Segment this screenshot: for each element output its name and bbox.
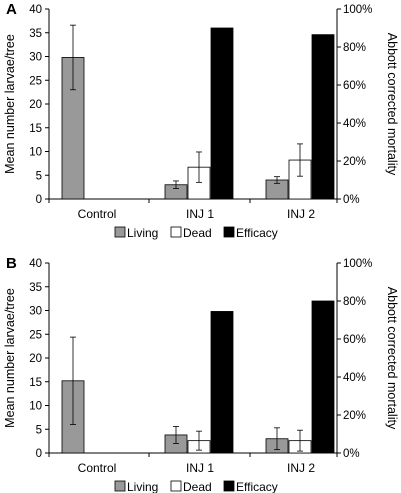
panel-label: A (6, 1, 17, 18)
x-tick-label: Control (78, 461, 117, 475)
y-tick-label: 25 (29, 329, 42, 341)
legend-swatch-living (114, 226, 126, 238)
y-tick-label: 25 (29, 75, 42, 87)
x-tick-label: INJ 2 (287, 461, 315, 475)
legend-label-efficacy: Efficacy (236, 226, 278, 240)
y-axis-title: Mean number larvae/tree (3, 34, 17, 174)
chart-panel-b: B 0 5 10 15 20 25 30 35 40 0% 20% 40% 60% 80% 100% Mean … (3, 255, 399, 493)
legend-label-living: Living (127, 226, 158, 240)
legend-swatch-dead (170, 480, 182, 492)
y-tick-label: 35 (29, 282, 42, 294)
x-tick-label: INJ 1 (186, 207, 214, 221)
y-tick-label: 40 (29, 4, 42, 16)
y2-axis-title: Abbott corrected mortality (385, 287, 399, 430)
y2-axis-title: Abbott corrected mortality (385, 33, 399, 176)
x-tick-label: Control (78, 207, 117, 221)
y-tick-label: 30 (29, 52, 42, 64)
y-tick-label: 20 (29, 353, 42, 365)
y2-tick-label: 60% (343, 334, 366, 346)
legend-swatch-efficacy (223, 226, 235, 238)
bar-efficacy-inj-2 (311, 34, 335, 200)
x-tick-label: INJ 1 (186, 461, 214, 475)
y2-tick-label: 60% (343, 80, 366, 92)
bar-efficacy-inj-2 (311, 300, 335, 454)
y-tick-label: 30 (29, 306, 42, 318)
y-tick-label: 10 (29, 147, 42, 159)
legend-swatch-dead (170, 226, 182, 238)
y2-tick-label: 40% (343, 118, 366, 130)
y2-tick-label: 100% (343, 4, 372, 16)
y-tick-label: 15 (29, 377, 42, 389)
y-tick-label: 10 (29, 401, 42, 413)
bar-efficacy-inj-1 (210, 311, 234, 454)
y-axis-title: Mean number larvae/tree (3, 288, 17, 428)
y2-tick-label: 100% (343, 258, 372, 270)
y-tick-label: 35 (29, 28, 42, 40)
y-tick-label: 40 (29, 258, 42, 270)
bar-efficacy-inj-1 (210, 27, 234, 200)
y2-tick-label: 80% (343, 296, 366, 308)
y-tick-label: 20 (29, 99, 42, 111)
panel-label: B (6, 255, 17, 272)
y-tick-label: 5 (36, 424, 42, 436)
y2-tick-label: 80% (343, 42, 366, 54)
y-tick-label: 15 (29, 123, 42, 135)
y2-tick-label: 40% (343, 372, 366, 384)
y2-tick-label: 0% (343, 448, 360, 460)
legend-label-efficacy: Efficacy (236, 480, 278, 493)
legend-label-dead: Dead (183, 480, 212, 493)
y-tick-label: 5 (36, 170, 42, 182)
legend-label-living: Living (127, 480, 158, 493)
legend-label-dead: Dead (183, 226, 212, 240)
y2-tick-label: 20% (343, 410, 366, 422)
y2-tick-label: 20% (343, 156, 366, 168)
x-tick-label: INJ 2 (287, 207, 315, 221)
chart-panel-a: A 0 5 10 15 20 25 30 35 40 0% 20% 40% 60% 80% 100% Mean … (3, 1, 399, 240)
legend-swatch-efficacy (223, 480, 235, 492)
y-tick-label: 0 (36, 448, 42, 460)
legend-swatch-living (114, 480, 126, 492)
y2-tick-label: 0% (343, 194, 360, 206)
y-tick-label: 0 (36, 194, 42, 206)
